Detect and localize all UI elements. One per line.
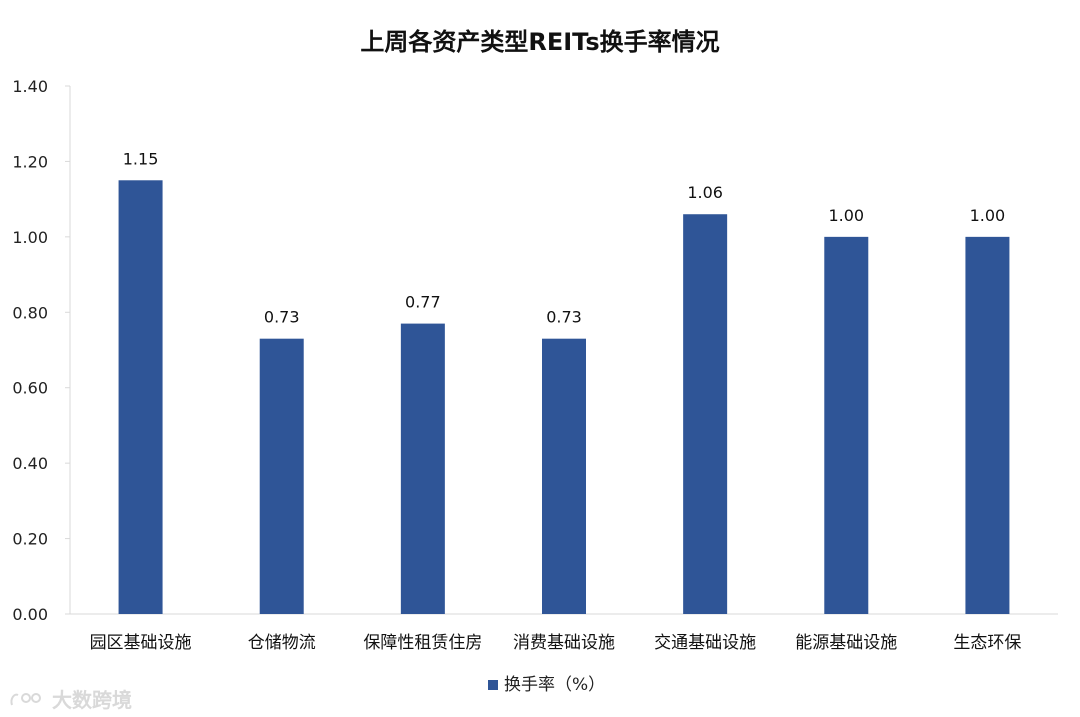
bar [259, 338, 304, 614]
x-tick-label: 消费基础设施 [513, 633, 615, 653]
watermark-text: 大数跨境 [52, 688, 132, 712]
data-label: 0.73 [546, 308, 582, 327]
y-tick-label: 0.40 [12, 454, 48, 473]
x-tick-label: 园区基础设施 [90, 633, 192, 653]
bar [400, 323, 445, 614]
x-tick-label: 仓储物流 [248, 633, 316, 653]
y-tick-label: 1.00 [12, 228, 48, 247]
y-tick-label: 1.40 [12, 77, 48, 96]
bars [118, 180, 1010, 615]
x-tick-label: 保障性租赁住房 [363, 633, 482, 653]
chart-title: 上周各资产类型REITs换手率情况 [360, 28, 720, 56]
y-tick-label: 0.60 [12, 379, 48, 398]
x-tick-label: 生态环保 [953, 633, 1021, 653]
x-tick-label: 交通基础设施 [654, 633, 756, 653]
y-tick-label: 0.20 [12, 530, 48, 549]
y-tick-label: 1.20 [12, 152, 48, 171]
data-label: 1.06 [687, 183, 723, 202]
bar [824, 236, 869, 614]
bar [118, 180, 163, 615]
axes: 0.00 0.20 0.40 0.60 0.80 1.00 1.20 1.40 园区基础设施 仓储… [12, 77, 1058, 653]
legend: 换手率（%） [488, 675, 605, 695]
x-tick-label: 能源基础设施 [795, 633, 897, 653]
y-tick-label: 0.00 [12, 605, 48, 624]
watermark-logo-icon [10, 692, 41, 705]
watermark: 大数跨境 [8, 684, 132, 713]
y-tick-label: 0.80 [12, 303, 48, 322]
bar [542, 338, 586, 614]
data-label: 1.00 [970, 206, 1006, 225]
legend-swatch [488, 680, 498, 690]
bar [965, 236, 1010, 614]
data-label: 0.77 [405, 293, 441, 312]
data-label: 0.73 [264, 308, 300, 327]
bar [683, 214, 728, 614]
data-label: 1.15 [123, 149, 159, 168]
data-label: 1.00 [828, 206, 864, 225]
data-labels: 1.15 0.73 0.77 0.73 1.06 1.00 1.00 [123, 149, 1005, 326]
legend-label: 换手率（%） [504, 675, 605, 695]
